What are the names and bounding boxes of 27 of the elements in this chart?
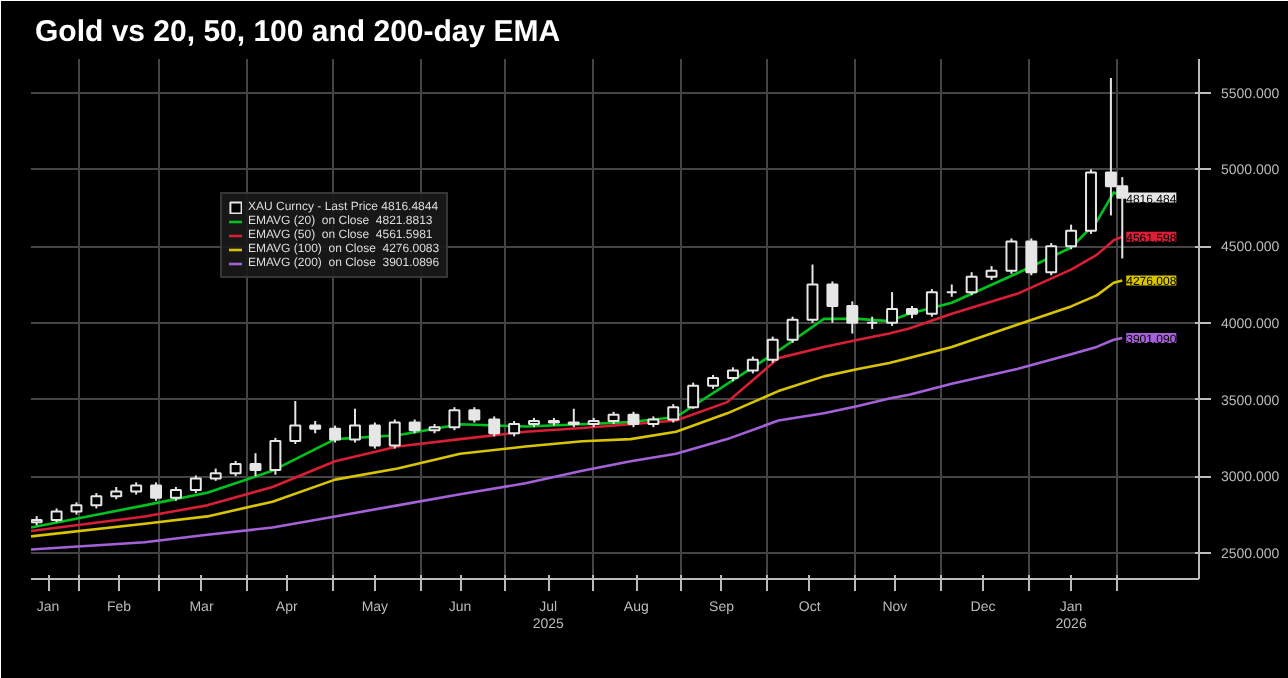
line-series [31, 279, 1124, 538]
candlestick [1025, 237, 1038, 277]
candlestick [1065, 223, 1078, 251]
candlestick [567, 407, 580, 429]
candlestick [488, 415, 501, 438]
candlestick [150, 481, 163, 502]
candlestick [786, 315, 799, 344]
candlestick [886, 291, 899, 327]
candlestick [687, 381, 700, 410]
candlestick [826, 280, 839, 324]
candlestick [388, 418, 401, 450]
candlestick [806, 263, 819, 324]
candlestick [965, 271, 978, 297]
candlestick [289, 400, 302, 446]
candlestick [249, 452, 262, 478]
candlestick [667, 403, 680, 424]
candlestick [448, 406, 461, 432]
candlestick [349, 407, 361, 444]
line-series [31, 336, 1124, 551]
candlestick [1005, 237, 1018, 275]
candlestick [925, 288, 938, 318]
candlestick [1045, 242, 1058, 277]
chart-title: Gold vs 20, 50, 100 and 200-day EMA [35, 15, 561, 49]
candlestick [766, 335, 779, 364]
candlestick [368, 421, 381, 450]
candlestick [269, 436, 282, 476]
candlestick [846, 300, 859, 335]
